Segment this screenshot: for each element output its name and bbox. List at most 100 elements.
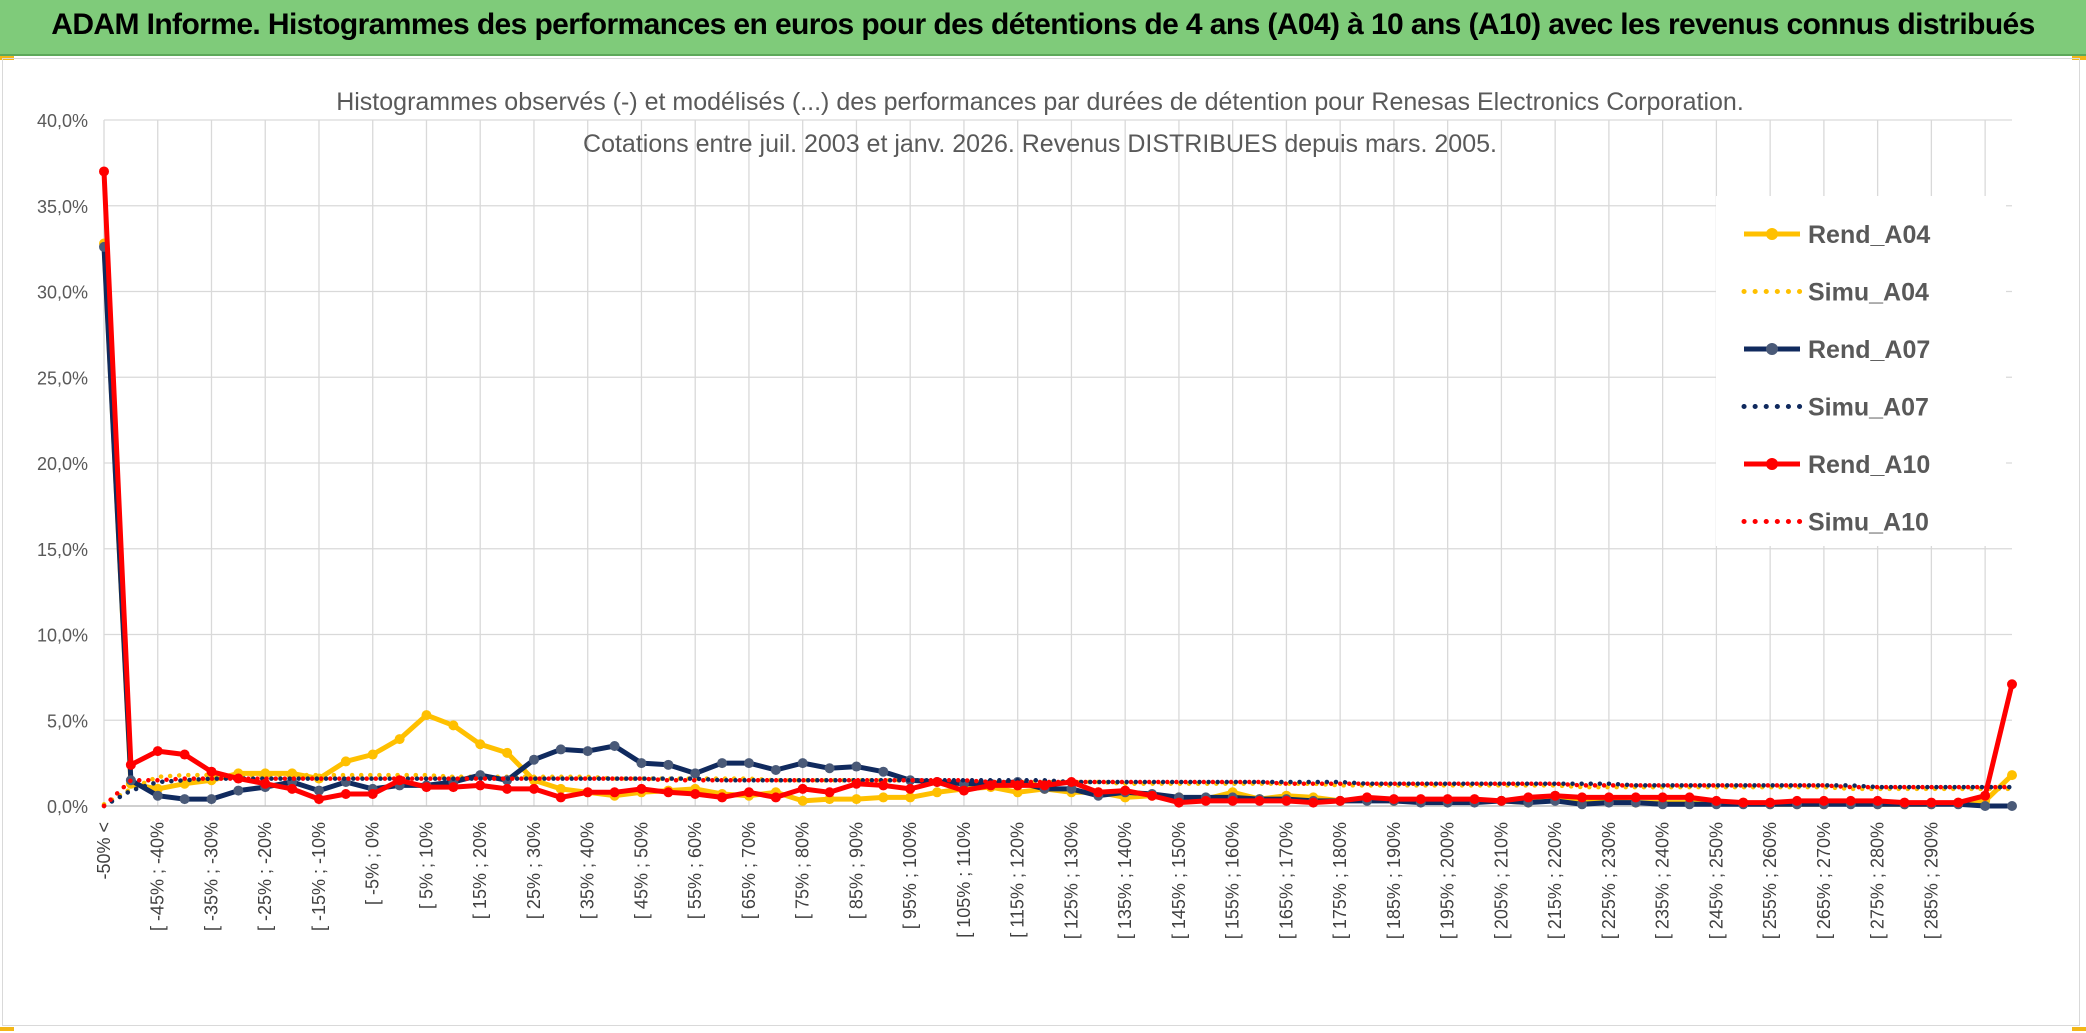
data-point bbox=[233, 785, 244, 796]
data-point bbox=[582, 746, 593, 757]
data-point bbox=[609, 740, 620, 751]
data-point bbox=[1173, 797, 1184, 808]
legend-entry-Rend_A10: Rend_A10 bbox=[1744, 451, 1930, 479]
legend-marker bbox=[1766, 343, 1778, 355]
x-tick-label: [ 205% ; 210% bbox=[1491, 822, 1511, 939]
legend-label: Simu_A10 bbox=[1808, 509, 1929, 537]
legend-marker bbox=[1766, 458, 1778, 470]
data-point bbox=[636, 783, 647, 794]
data-point bbox=[1093, 787, 1104, 798]
data-point bbox=[1738, 797, 1749, 808]
x-tick-label: [ 245% ; 250% bbox=[1706, 822, 1726, 939]
y-tick-label: 30,0% bbox=[37, 283, 88, 303]
data-point bbox=[502, 747, 513, 758]
data-point bbox=[851, 794, 862, 805]
y-tick-label: 35,0% bbox=[37, 197, 88, 217]
data-point bbox=[1254, 795, 1265, 806]
x-tick-label: [ 265% ; 270% bbox=[1814, 822, 1834, 939]
data-point bbox=[636, 758, 647, 769]
data-point bbox=[1550, 790, 1561, 801]
x-tick-label: [ 95% ; 100% bbox=[900, 822, 920, 929]
data-point bbox=[1765, 797, 1776, 808]
data-point bbox=[1792, 795, 1803, 806]
x-tick-label: [ -5% ; 0% bbox=[363, 822, 383, 905]
data-point bbox=[528, 783, 539, 794]
legend-entry-Simu_A10: Simu_A10 bbox=[1741, 509, 1929, 537]
data-point bbox=[1953, 797, 1964, 808]
data-point bbox=[824, 794, 835, 805]
data-point bbox=[1227, 795, 1238, 806]
x-tick-label: [ 105% ; 110% bbox=[954, 822, 974, 938]
data-point bbox=[1577, 792, 1588, 803]
data-point bbox=[690, 768, 701, 779]
data-point bbox=[1066, 776, 1077, 787]
data-point bbox=[340, 756, 351, 767]
data-point bbox=[448, 782, 459, 793]
data-point bbox=[2007, 770, 2017, 781]
series-Simu_A10 bbox=[101, 776, 2015, 809]
data-point bbox=[878, 766, 889, 777]
x-tick-label: [ 285% ; 290% bbox=[1921, 822, 1941, 939]
data-point bbox=[1335, 795, 1346, 806]
data-point bbox=[663, 759, 674, 770]
data-point bbox=[958, 785, 969, 796]
x-tick-label: [ 225% ; 230% bbox=[1599, 822, 1619, 939]
y-tick-label: 10,0% bbox=[37, 626, 88, 646]
data-point bbox=[824, 787, 835, 798]
y-axis: 0,0% 5,0% 10,0% 15,0% 20,0% 25,0% 30,0% 35,0% 40… bbox=[37, 111, 88, 817]
x-tick-label: [ 195% ; 200% bbox=[1438, 822, 1458, 939]
data-point bbox=[99, 166, 109, 177]
data-point bbox=[905, 792, 916, 803]
data-point bbox=[1845, 795, 1856, 806]
x-tick-label: [ -15% ; -10% bbox=[309, 822, 329, 931]
x-tick-label: [ 5% ; 10% bbox=[416, 822, 436, 909]
data-point bbox=[1630, 792, 1641, 803]
data-point bbox=[878, 780, 889, 791]
legend-label: Simu_A07 bbox=[1808, 394, 1929, 422]
data-point bbox=[1496, 795, 1507, 806]
data-point bbox=[770, 792, 781, 803]
data-point bbox=[1684, 799, 1695, 810]
data-point bbox=[421, 782, 432, 793]
legend-entry-Rend_A04: Rend_A04 bbox=[1744, 221, 1930, 249]
data-point bbox=[448, 720, 459, 731]
data-point bbox=[1577, 799, 1588, 810]
data-point bbox=[797, 758, 808, 769]
data-point bbox=[394, 734, 405, 745]
x-tick-label: [ 135% ; 140% bbox=[1115, 822, 1135, 939]
data-point bbox=[1711, 795, 1722, 806]
x-tick-label: [ -25% ; -20% bbox=[255, 822, 275, 931]
data-point bbox=[1980, 790, 1991, 801]
data-point bbox=[152, 783, 163, 794]
data-point bbox=[1872, 795, 1883, 806]
legend-entry-Simu_A07: Simu_A07 bbox=[1741, 394, 1929, 422]
series-line-Simu_A10 bbox=[101, 776, 2015, 809]
x-tick-label: [ 15% ; 20% bbox=[470, 822, 490, 919]
x-tick-label: [ 75% ; 80% bbox=[793, 822, 813, 919]
x-tick-label: [ 65% ; 70% bbox=[739, 822, 759, 919]
x-tick-label: [ 85% ; 90% bbox=[846, 822, 866, 919]
x-tick-label: [ 125% ; 130% bbox=[1061, 822, 1081, 939]
corner-mark bbox=[2072, 1027, 2086, 1031]
legend-label: Rend_A10 bbox=[1808, 451, 1930, 479]
data-point bbox=[932, 787, 943, 798]
data-point bbox=[502, 783, 513, 794]
x-tick-label: [ 55% ; 60% bbox=[685, 822, 705, 919]
data-point bbox=[152, 746, 163, 757]
chart-frame bbox=[2, 58, 2080, 1026]
data-point bbox=[313, 785, 324, 796]
x-tick-label: [ 35% ; 40% bbox=[578, 822, 598, 919]
gridlines bbox=[103, 119, 2012, 806]
data-point bbox=[797, 795, 808, 806]
chart-title-line2: Cotations entre juil. 2003 et janv. 2026… bbox=[583, 130, 1497, 158]
data-point bbox=[475, 780, 486, 791]
data-point bbox=[717, 758, 728, 769]
legend-label: Rend_A04 bbox=[1808, 221, 1930, 249]
data-point bbox=[421, 710, 432, 721]
x-tick-label: [ 275% ; 280% bbox=[1868, 822, 1888, 939]
data-point bbox=[367, 749, 378, 760]
data-point bbox=[287, 783, 298, 794]
data-point bbox=[743, 787, 754, 798]
data-point bbox=[1684, 792, 1695, 803]
